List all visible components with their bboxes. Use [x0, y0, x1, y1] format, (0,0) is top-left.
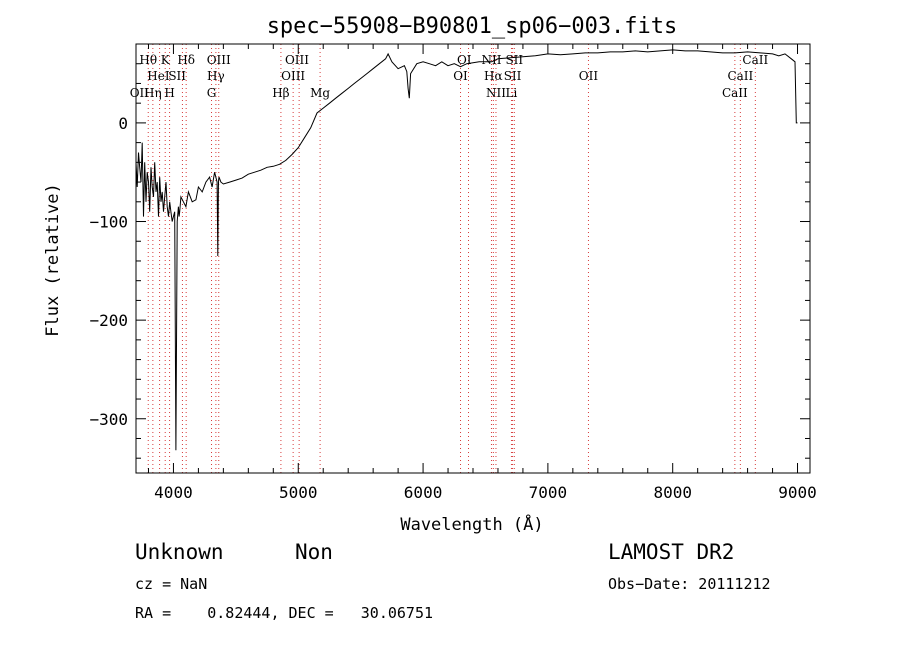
- object-subclass: Non: [295, 540, 333, 564]
- line-label-1: K: [161, 53, 171, 67]
- x-tick-label-0: 4000: [154, 483, 193, 502]
- line-label-2: Hδ: [177, 53, 195, 67]
- line-label-3: OIII: [207, 53, 231, 67]
- line-label-22: Hβ: [272, 86, 289, 100]
- y-tick-label-2: −200: [89, 311, 128, 330]
- plot-frame: [135, 43, 811, 474]
- line-label-8: CaII: [742, 53, 768, 67]
- line-label-7: SII: [505, 53, 523, 67]
- redshift-cz: cz = NaN: [135, 575, 208, 593]
- x-axis-label: Wavelength (Å): [400, 513, 543, 535]
- x-tick-label-4: 8000: [653, 483, 692, 502]
- line-label-11: Hγ: [207, 69, 225, 83]
- x-tick-label-3: 7000: [529, 483, 568, 502]
- line-label-13: OI: [453, 69, 468, 83]
- y-tick-label-1: −100: [89, 213, 128, 232]
- line-label-25: Li: [506, 86, 518, 100]
- axes: 4000 5000 6000 7000 8000 9000 0 −100 −200 −300: [89, 43, 817, 502]
- object-class: Unknown: [135, 540, 224, 564]
- x-tick-label-1: 5000: [279, 483, 318, 502]
- line-label-18: OII: [130, 86, 150, 100]
- line-label-15: SII: [504, 69, 522, 83]
- y-tick-label-0: 0: [118, 114, 128, 133]
- line-label-17: CaII: [727, 69, 753, 83]
- spectrum-line: [135, 49, 798, 451]
- y-tick-label-3: −300: [89, 410, 128, 429]
- line-label-24: NII: [486, 86, 506, 100]
- line-label-10: SII: [168, 69, 186, 83]
- chart-title: spec−55908−B90801_sp06−003.fits: [267, 14, 678, 39]
- ra-dec: RA = 0.82444, DEC = 30.06751: [135, 604, 434, 622]
- line-label-12: OIII: [281, 69, 305, 83]
- line-markers: [147, 44, 756, 473]
- line-label-6: NII: [481, 53, 501, 67]
- survey-name: LAMOST DR2: [608, 540, 735, 564]
- line-label-26: CaII: [722, 86, 748, 100]
- line-label-14: Hα: [484, 69, 503, 83]
- line-label-5: OI: [457, 53, 472, 67]
- y-axis-label: Flux (relative): [43, 183, 63, 337]
- line-label-0: Hθ: [139, 53, 157, 67]
- line-label-20: H: [164, 86, 174, 100]
- obs-date: Obs−Date: 20111212: [608, 575, 771, 593]
- line-label-23: Mg: [310, 86, 330, 100]
- spectrum-chart: spec−55908−B90801_sp06−003.fits 4000 5000…: [43, 14, 817, 535]
- line-label-21: G: [207, 86, 217, 100]
- line-label-4: OIII: [285, 53, 309, 67]
- line-label-9: HeI: [147, 69, 170, 83]
- line-label-19: Hη: [144, 86, 162, 100]
- line-label-16: OII: [579, 69, 599, 83]
- x-tick-label-2: 6000: [404, 483, 443, 502]
- x-tick-label-5: 9000: [778, 483, 817, 502]
